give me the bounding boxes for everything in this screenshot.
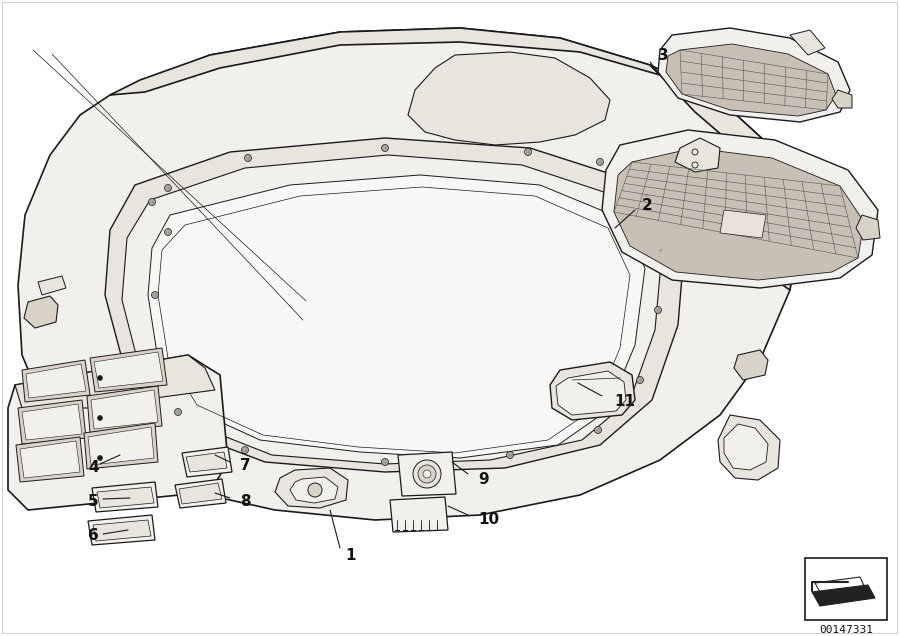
Polygon shape xyxy=(87,386,162,433)
Text: 7: 7 xyxy=(240,459,250,473)
Polygon shape xyxy=(724,424,768,470)
Circle shape xyxy=(151,291,158,298)
Polygon shape xyxy=(22,404,82,440)
Text: 10: 10 xyxy=(478,513,500,527)
Polygon shape xyxy=(18,400,86,444)
Circle shape xyxy=(654,307,662,314)
Circle shape xyxy=(507,452,514,459)
Polygon shape xyxy=(15,355,215,408)
Polygon shape xyxy=(93,520,151,541)
Polygon shape xyxy=(16,437,84,482)
Text: 2: 2 xyxy=(642,198,652,212)
Polygon shape xyxy=(97,487,154,508)
Circle shape xyxy=(97,415,103,420)
Polygon shape xyxy=(856,215,880,240)
Polygon shape xyxy=(155,349,186,368)
Text: 1: 1 xyxy=(345,548,356,562)
Circle shape xyxy=(97,455,103,460)
Bar xyxy=(805,558,887,620)
Text: 6: 6 xyxy=(88,529,99,544)
Polygon shape xyxy=(22,360,90,402)
Circle shape xyxy=(418,465,436,483)
Polygon shape xyxy=(179,483,222,504)
Polygon shape xyxy=(666,44,836,116)
Polygon shape xyxy=(398,452,456,496)
Circle shape xyxy=(382,459,389,466)
Circle shape xyxy=(97,375,103,380)
Polygon shape xyxy=(408,52,610,145)
Circle shape xyxy=(382,144,389,151)
Polygon shape xyxy=(94,352,163,388)
Circle shape xyxy=(595,427,601,434)
Polygon shape xyxy=(390,497,448,532)
Polygon shape xyxy=(20,441,80,478)
Circle shape xyxy=(148,198,156,205)
Circle shape xyxy=(525,148,532,155)
Circle shape xyxy=(597,158,604,165)
Circle shape xyxy=(175,408,182,415)
Circle shape xyxy=(423,470,431,478)
Circle shape xyxy=(636,377,644,384)
Circle shape xyxy=(643,191,650,198)
Text: 8: 8 xyxy=(240,495,250,509)
Polygon shape xyxy=(91,390,158,429)
Polygon shape xyxy=(38,276,66,295)
Polygon shape xyxy=(18,28,800,520)
Polygon shape xyxy=(24,296,58,328)
Polygon shape xyxy=(186,452,227,472)
Polygon shape xyxy=(650,65,800,290)
Text: 5: 5 xyxy=(88,495,99,509)
Polygon shape xyxy=(675,138,720,172)
Polygon shape xyxy=(175,479,226,508)
Polygon shape xyxy=(122,155,662,464)
Circle shape xyxy=(656,247,663,254)
Polygon shape xyxy=(658,28,850,122)
Polygon shape xyxy=(26,364,86,398)
Polygon shape xyxy=(182,447,232,477)
Polygon shape xyxy=(92,482,158,512)
Circle shape xyxy=(165,184,172,191)
Polygon shape xyxy=(88,427,154,465)
Polygon shape xyxy=(110,28,660,95)
Polygon shape xyxy=(105,138,685,472)
Polygon shape xyxy=(556,371,626,415)
Polygon shape xyxy=(550,362,635,420)
Polygon shape xyxy=(614,148,864,280)
Circle shape xyxy=(413,460,441,488)
Polygon shape xyxy=(832,90,852,108)
Circle shape xyxy=(241,446,248,453)
Polygon shape xyxy=(148,175,645,458)
Text: 00147331: 00147331 xyxy=(819,625,873,635)
Polygon shape xyxy=(90,348,167,392)
Text: 11: 11 xyxy=(614,394,635,410)
Polygon shape xyxy=(275,468,348,508)
Text: 4: 4 xyxy=(88,460,99,476)
Polygon shape xyxy=(734,350,768,380)
Polygon shape xyxy=(8,355,228,510)
Polygon shape xyxy=(720,210,766,238)
Polygon shape xyxy=(88,515,155,545)
Circle shape xyxy=(145,357,151,364)
Circle shape xyxy=(165,228,172,235)
Polygon shape xyxy=(602,130,878,288)
Text: 3: 3 xyxy=(658,48,669,62)
Text: 9: 9 xyxy=(478,473,489,488)
Polygon shape xyxy=(718,415,780,480)
Circle shape xyxy=(245,155,251,162)
Polygon shape xyxy=(290,477,338,503)
Circle shape xyxy=(308,483,322,497)
Polygon shape xyxy=(790,30,825,55)
Polygon shape xyxy=(84,423,158,469)
Polygon shape xyxy=(812,585,875,606)
